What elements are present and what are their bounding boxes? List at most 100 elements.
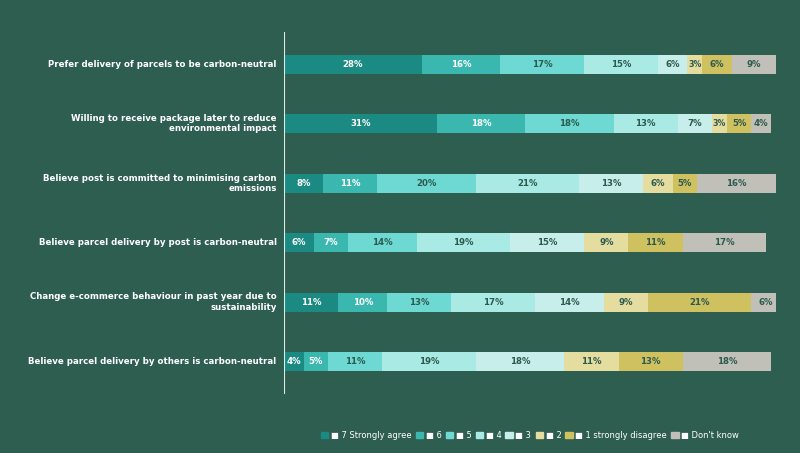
Bar bbox=[476, 352, 565, 371]
Text: 13%: 13% bbox=[640, 357, 661, 366]
Bar bbox=[284, 114, 437, 133]
Bar bbox=[643, 173, 673, 193]
Text: 16%: 16% bbox=[451, 60, 471, 69]
Text: Prefer delivery of parcels to be carbon-neutral: Prefer delivery of parcels to be carbon-… bbox=[48, 60, 277, 69]
Bar bbox=[284, 293, 338, 312]
Bar bbox=[698, 173, 776, 193]
Text: 3%: 3% bbox=[688, 60, 702, 69]
Text: Believe parcel delivery by post is carbon-neutral: Believe parcel delivery by post is carbo… bbox=[38, 238, 277, 247]
Bar bbox=[338, 293, 387, 312]
Text: 6%: 6% bbox=[666, 60, 680, 69]
Bar bbox=[323, 173, 378, 193]
Bar bbox=[678, 114, 712, 133]
Bar bbox=[584, 55, 658, 74]
Bar bbox=[348, 233, 417, 252]
Text: 13%: 13% bbox=[601, 178, 622, 188]
Bar bbox=[584, 233, 629, 252]
Bar bbox=[726, 114, 751, 133]
Bar bbox=[437, 114, 525, 133]
Text: 5%: 5% bbox=[309, 357, 323, 366]
Text: 18%: 18% bbox=[470, 119, 491, 128]
Bar bbox=[687, 55, 702, 74]
Text: 11%: 11% bbox=[301, 298, 322, 307]
Bar bbox=[751, 114, 771, 133]
Bar bbox=[732, 55, 776, 74]
Text: 3%: 3% bbox=[713, 119, 726, 128]
Bar bbox=[629, 233, 682, 252]
Bar bbox=[417, 233, 510, 252]
Text: 7%: 7% bbox=[323, 238, 338, 247]
Bar bbox=[422, 55, 501, 74]
Bar bbox=[525, 114, 614, 133]
Bar bbox=[304, 352, 328, 371]
Text: 4%: 4% bbox=[754, 119, 769, 128]
Text: 11%: 11% bbox=[646, 238, 666, 247]
Text: 14%: 14% bbox=[559, 298, 580, 307]
Text: 15%: 15% bbox=[611, 60, 631, 69]
Bar bbox=[476, 173, 579, 193]
Text: 4%: 4% bbox=[286, 357, 301, 366]
Text: 11%: 11% bbox=[345, 357, 366, 366]
Text: 19%: 19% bbox=[454, 238, 474, 247]
Text: 18%: 18% bbox=[510, 357, 530, 366]
Text: 18%: 18% bbox=[717, 357, 737, 366]
Bar bbox=[535, 293, 604, 312]
Text: 19%: 19% bbox=[419, 357, 439, 366]
Text: 6%: 6% bbox=[650, 178, 665, 188]
Bar bbox=[284, 173, 323, 193]
Text: 18%: 18% bbox=[559, 119, 580, 128]
Text: 20%: 20% bbox=[417, 178, 437, 188]
Text: 11%: 11% bbox=[340, 178, 361, 188]
Bar bbox=[702, 55, 732, 74]
Text: 9%: 9% bbox=[746, 60, 761, 69]
Text: 11%: 11% bbox=[582, 357, 602, 366]
Text: 17%: 17% bbox=[482, 298, 503, 307]
Text: 6%: 6% bbox=[759, 298, 774, 307]
Bar bbox=[682, 233, 766, 252]
Text: 10%: 10% bbox=[353, 298, 373, 307]
Text: 5%: 5% bbox=[732, 119, 746, 128]
Text: 13%: 13% bbox=[409, 298, 430, 307]
Bar bbox=[579, 173, 643, 193]
Bar bbox=[284, 352, 304, 371]
Text: 9%: 9% bbox=[599, 238, 614, 247]
Text: 16%: 16% bbox=[726, 178, 747, 188]
Bar bbox=[382, 352, 476, 371]
Text: 13%: 13% bbox=[635, 119, 656, 128]
Text: Willing to receive package later to reduce environmental impact: Willing to receive package later to redu… bbox=[71, 114, 277, 134]
Bar bbox=[673, 173, 698, 193]
Bar bbox=[284, 233, 314, 252]
Bar bbox=[284, 55, 422, 74]
Bar bbox=[510, 233, 584, 252]
Bar bbox=[648, 293, 751, 312]
Bar bbox=[451, 293, 535, 312]
Bar bbox=[328, 352, 382, 371]
Text: 6%: 6% bbox=[291, 238, 306, 247]
Text: 15%: 15% bbox=[537, 238, 558, 247]
Bar bbox=[378, 173, 476, 193]
Text: 21%: 21% bbox=[518, 178, 538, 188]
Text: 14%: 14% bbox=[372, 238, 393, 247]
Bar bbox=[658, 55, 687, 74]
Text: Believe post is committed to minimising carbon emissions: Believe post is committed to minimising … bbox=[43, 173, 277, 193]
Bar bbox=[501, 55, 584, 74]
Text: 17%: 17% bbox=[532, 60, 553, 69]
Text: 5%: 5% bbox=[678, 178, 692, 188]
Text: 9%: 9% bbox=[618, 298, 633, 307]
Text: 21%: 21% bbox=[690, 298, 710, 307]
Bar bbox=[618, 352, 682, 371]
Bar bbox=[614, 114, 678, 133]
Bar bbox=[314, 233, 348, 252]
Bar bbox=[565, 352, 618, 371]
Text: Change e-commerce behaviour in past year due to sustainability: Change e-commerce behaviour in past year… bbox=[30, 292, 277, 312]
Text: 28%: 28% bbox=[342, 60, 363, 69]
Text: 7%: 7% bbox=[687, 119, 702, 128]
Text: 6%: 6% bbox=[710, 60, 724, 69]
Legend: ■ 7 Strongly agree, ■ 6, ■ 5, ■ 4, ■ 3, ■ 2, ■ 1 strongly disagree, ■ Don't know: ■ 7 Strongly agree, ■ 6, ■ 5, ■ 4, ■ 3, … bbox=[318, 427, 742, 443]
Text: 8%: 8% bbox=[297, 178, 311, 188]
Text: 17%: 17% bbox=[714, 238, 734, 247]
Bar bbox=[712, 114, 726, 133]
Bar bbox=[387, 293, 451, 312]
Bar bbox=[682, 352, 771, 371]
Bar bbox=[751, 293, 781, 312]
